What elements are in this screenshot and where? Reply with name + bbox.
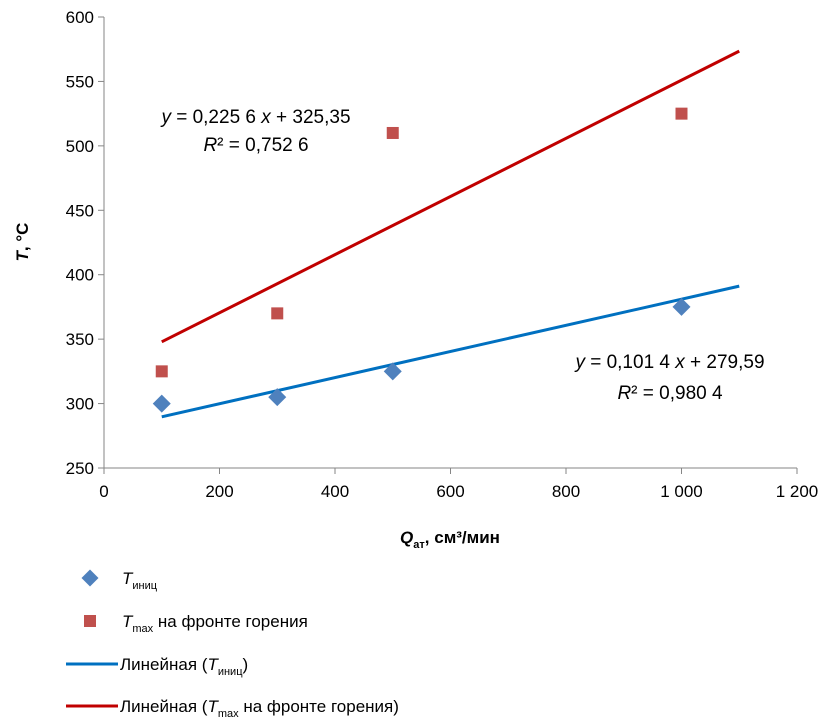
y-tick-label: 400 [66,266,94,285]
y-ticks: 250 300 350 400 450 500 550 600 [66,8,104,478]
x-ticks: 0 200 400 600 800 1 000 1 200 [99,468,818,501]
legend-item-trend-tinit: Линейная (Tиниц) [66,655,248,678]
legend-label-tmax: Tmax на фронте горения [122,612,308,635]
x-tick-label: 800 [552,482,580,501]
tinit-point [152,394,171,413]
legend-label-tinit: Tиниц [122,569,158,592]
legend-marker-diamond [81,569,99,587]
x-tick-label: 0 [99,482,108,501]
tmax-point [675,107,688,120]
y-tick-label: 350 [66,330,94,349]
equation-tmax-r2: R² = 0,752 6 [203,135,308,156]
equation-tinit: y = 0,101 4 x + 279,59 R² = 0,980 4 [573,352,764,404]
legend-label-trend-tinit: Линейная (Tиниц) [120,655,248,678]
tmax-point [155,365,168,378]
y-axis-title: T, °C [13,223,32,262]
y-tick-label: 450 [66,201,94,220]
tinit-point [268,388,287,407]
x-tick-label: 600 [436,482,464,501]
trend-tinit-line [161,284,740,419]
y-tick-label: 550 [66,72,94,91]
trendlines [161,49,740,419]
equation-tmax-line1: y = 0,225 6 x + 325,35 [159,107,350,128]
x-tick-label: 1 200 [776,482,819,501]
legend-item-tmax: Tmax на фронте горения [84,612,308,635]
tmax-point [386,126,399,139]
equation-tinit-r2: R² = 0,980 4 [617,383,723,404]
y-tick-label: 300 [66,395,94,414]
legend: Tиниц Tmax на фронте горения Линейная (T… [66,569,399,720]
x-tick-label: 1 000 [660,482,703,501]
legend-marker-square [84,615,96,627]
y-tick-label: 600 [66,8,94,27]
data-points [152,107,691,413]
x-axis-title: Qат, см³/мин [400,528,500,551]
tinit-point [383,362,402,381]
x-tick-label: 200 [205,482,233,501]
trend-tmax-line [161,49,740,344]
legend-label-trend-tmax: Линейная (Tmax на фронте горения) [120,697,399,720]
equation-tmax: y = 0,225 6 x + 325,35 R² = 0,752 6 [159,107,350,156]
legend-item-trend-tmax: Линейная (Tmax на фронте горения) [66,697,399,720]
x-tick-label: 400 [321,482,349,501]
y-tick-label: 250 [66,459,94,478]
tmax-point [271,307,284,320]
legend-item-tinit: Tиниц [81,569,158,592]
equation-tinit-line1: y = 0,101 4 x + 279,59 [573,352,764,373]
tinit-point [672,297,691,316]
y-tick-label: 500 [66,137,94,156]
